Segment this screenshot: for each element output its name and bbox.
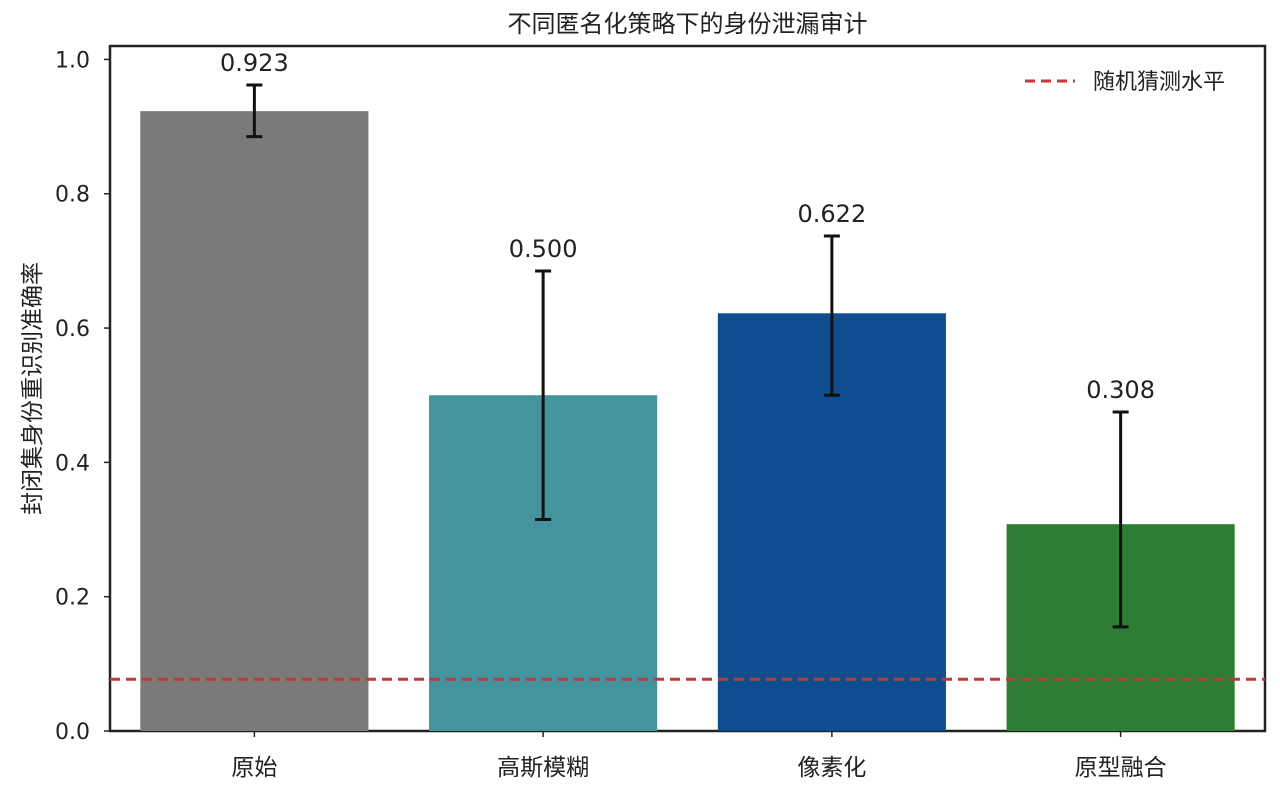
value-label-4: 0.308 bbox=[1086, 376, 1155, 404]
error-bars-layer bbox=[246, 83, 1129, 629]
value-label-3: 0.622 bbox=[798, 200, 867, 228]
plot-area-frame bbox=[108, 44, 1267, 733]
bars-layer bbox=[140, 111, 1235, 732]
value-label-1: 0.923 bbox=[220, 49, 289, 77]
x-tick-label: 原始 bbox=[231, 755, 277, 781]
y-tick-label: 1.0 bbox=[55, 48, 90, 73]
y-tick-label: 0.8 bbox=[55, 183, 90, 208]
legend-label-random-guess: 随机猜测水平 bbox=[1093, 70, 1225, 95]
error-bar-1 bbox=[246, 83, 263, 139]
chart-title: 不同匿名化策略下的身份泄漏审计 bbox=[508, 10, 868, 38]
bar-1 bbox=[140, 111, 369, 732]
x-tick-label: 高斯模糊 bbox=[497, 755, 589, 781]
x-axis: 原始 高斯模糊 像素化 原型融合 bbox=[231, 731, 1167, 781]
y-tick-label: 0.0 bbox=[55, 720, 90, 745]
legend: 随机猜测水平 bbox=[1025, 70, 1225, 95]
x-tick-label: 像素化 bbox=[797, 755, 866, 781]
error-bar-4 bbox=[1112, 410, 1129, 629]
y-axis: 0.0 0.2 0.4 0.6 0.8 1.0 bbox=[55, 48, 110, 745]
y-tick-label: 0.2 bbox=[55, 586, 90, 611]
x-tick-label: 原型融合 bbox=[1075, 755, 1167, 781]
value-label-2: 0.500 bbox=[509, 235, 578, 263]
y-tick-label: 0.6 bbox=[55, 317, 90, 342]
error-bar-2 bbox=[535, 269, 552, 521]
y-axis-title: 封闭集身份重识别准确率 bbox=[20, 262, 46, 515]
y-tick-label: 0.4 bbox=[55, 451, 90, 476]
value-labels-layer: 0.923 0.500 0.622 0.308 bbox=[220, 49, 1155, 404]
error-bar-3 bbox=[823, 234, 840, 397]
